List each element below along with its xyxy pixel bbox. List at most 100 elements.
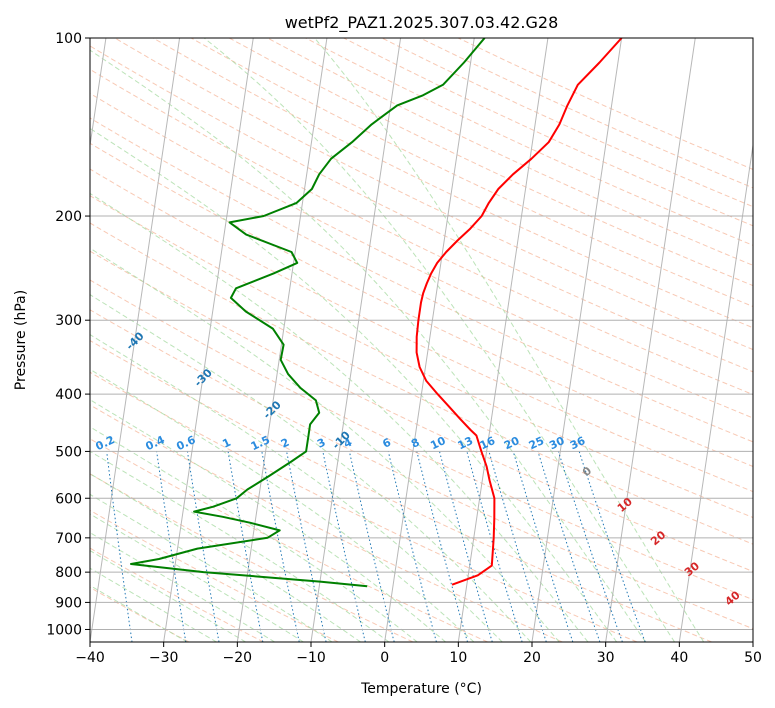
mixing-ratio-label: 13 (456, 434, 475, 452)
x-tick-label: 0 (380, 650, 389, 666)
x-tick-label: −40 (75, 650, 105, 666)
moist-adiabat-label: 20 (648, 528, 668, 548)
mixing-ratio-line (187, 451, 220, 642)
moist-adiabat-line (90, 49, 647, 642)
chart-title: wetPf2_PAZ1.2025.307.03.42.G28 (285, 13, 559, 33)
moist-adiabat-line (90, 584, 188, 642)
moist-adiabat-label: 40 (723, 588, 743, 608)
dry-adiabat-line (190, 38, 753, 308)
dry-adiabat-line (90, 509, 339, 642)
dry-adiabat-line (114, 38, 753, 351)
dry-adiabat-line (381, 38, 753, 208)
dry-adiabat-line (90, 438, 488, 642)
mixing-ratio-label: 0.4 (144, 433, 167, 453)
mixing-ratio-label: 0.2 (94, 433, 117, 453)
dry-adiabat-line (90, 195, 753, 519)
isotherm-line (90, 38, 107, 149)
y-tick-label: 300 (55, 313, 82, 329)
dry-adiabat-line (90, 339, 712, 642)
mixing-ratio-line (439, 451, 493, 642)
dry-adiabat-line (90, 168, 753, 493)
moist-adiabat-line (90, 450, 390, 642)
moist-adiabat-line (90, 368, 475, 642)
x-axis: −40 −30 −20 −10 0 10 20 30 40 50 (75, 642, 762, 666)
mixing-ratio-label: 30 (547, 434, 567, 452)
x-tick-label: −10 (296, 650, 326, 666)
mixing-ratio-line (348, 451, 395, 642)
moist-adiabat-line (90, 294, 532, 642)
plot-frame (89, 37, 754, 643)
dry-adiabat-line (90, 473, 414, 642)
y-tick-label: 900 (55, 595, 82, 611)
y-tick-label: 600 (55, 491, 82, 507)
background-lines (90, 38, 753, 642)
y-axis: 100 200 300 400 500 600 700 800 900 1000 (46, 31, 90, 638)
dry-adiabat-line (90, 371, 638, 642)
isotherm-line (678, 141, 753, 642)
isotherm-label: -50 (56, 286, 79, 309)
dry-adiabat-line (152, 38, 753, 329)
y-tick-label: 400 (55, 387, 82, 403)
dry-adiabat-line (419, 38, 753, 189)
mixing-ratio-line (286, 451, 327, 642)
isotherm-line (90, 38, 181, 642)
y-axis-label: Pressure (hPa) (13, 290, 29, 390)
mixing-ratio-line (512, 451, 574, 642)
moist-adiabat-line (314, 38, 705, 642)
moist-adiabat-label: 30 (682, 559, 702, 579)
y-tick-label: 1000 (46, 622, 82, 638)
y-tick-label: 100 (55, 31, 82, 47)
mixing-ratio-line (488, 451, 547, 642)
moist-adiabat-line (90, 567, 217, 642)
mixing-ratio-label: 10 (428, 434, 448, 452)
isotherm-line (457, 38, 549, 642)
x-tick-label: 20 (523, 650, 541, 666)
sounding-profiles (130, 38, 623, 588)
mixing-ratio-line (156, 451, 187, 642)
moist-adiabat-line (90, 426, 418, 642)
y-tick-label: 700 (55, 531, 82, 547)
moist-adiabat-line (90, 333, 503, 642)
dewpoint-profile (130, 38, 486, 588)
mixing-ratio-label: 25 (527, 434, 546, 452)
mixing-ratio-line (227, 451, 264, 642)
mixing-ratio-line (106, 451, 133, 642)
mixing-ratio-line (557, 451, 623, 642)
dry-adiabat-line (90, 117, 753, 443)
mixing-ratio-label: 20 (502, 434, 522, 452)
mixing-ratio-line (578, 451, 646, 642)
moist-adiabat-line (90, 532, 275, 642)
moist-adiabat-line (90, 192, 589, 642)
isotherm-label: -60 (0, 239, 13, 262)
mixing-ratio-label: 2 (279, 436, 291, 451)
y-tick-label: 200 (55, 209, 82, 225)
mixing-ratio-line (537, 451, 601, 642)
dry-adiabat-line (90, 547, 264, 642)
isotherm-line (384, 38, 475, 642)
dry-adiabat-line (90, 45, 753, 373)
moist-adiabat-line (90, 550, 246, 642)
moist-adiabat-line (203, 38, 676, 642)
mixing-ratio-line (466, 451, 523, 642)
x-tick-label: −30 (149, 650, 179, 666)
dry-adiabat-line (229, 38, 753, 287)
mixing-ratio-labels: 0.1 0.2 0.4 0.6 1 1.5 2 3 4 6 8 10 13 16 20 25 30 36 (94, 433, 588, 453)
x-tick-label: 10 (449, 650, 467, 666)
y-tick-label: 500 (55, 444, 82, 460)
mixing-ratio-label: 6 (381, 436, 394, 451)
temperature-profile (415, 38, 623, 586)
moist-adiabat-line (90, 513, 304, 642)
mixing-ratio-line (387, 451, 437, 642)
x-tick-label: −20 (223, 650, 253, 666)
isotherm-line (310, 38, 402, 642)
mixing-ratio-label: 8 (409, 436, 421, 451)
isotherm-line (752, 638, 753, 642)
isotherm-line (531, 38, 623, 642)
isotherm-label: -40 (123, 329, 146, 352)
isotherm-labels: -100-90-80-70-60-50-40-30-20-10 (0, 239, 353, 452)
dry-adiabat-line (90, 250, 753, 573)
mixing-ratio-label: 16 (478, 434, 498, 452)
mixing-ratio-label: 1 (220, 436, 232, 451)
